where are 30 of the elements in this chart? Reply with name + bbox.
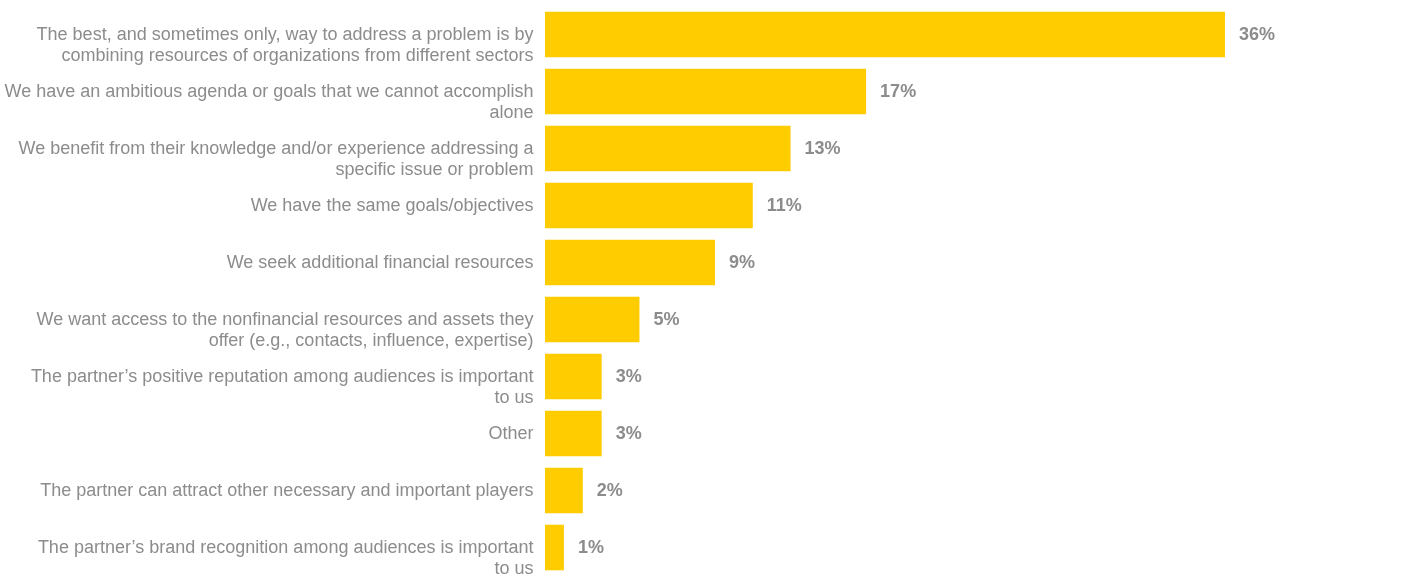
bar — [545, 11, 1225, 58]
bar — [545, 182, 753, 229]
data-label: 1% — [577, 536, 604, 557]
y-tick-label: We have an ambitious agenda or goals that we cannot accomplish alone — [4, 80, 534, 122]
bar — [545, 68, 867, 115]
y-tick-label: Other — [488, 422, 534, 443]
y-tick-label: We have the same goals/objectives — [250, 194, 534, 215]
bar — [545, 524, 564, 571]
y-tick-label: The best, and sometimes only, way to address a problem is by combining resources of organizations from different sectors — [36, 23, 534, 65]
y-tick-label: The partner’s brand recognition among audiences is important to us — [37, 536, 534, 578]
data-label: 13% — [804, 137, 841, 158]
y-tick-label: We seek additional financial resources — [226, 251, 534, 272]
data-label: 3% — [615, 422, 642, 443]
data-label: 3% — [615, 365, 642, 386]
bar — [545, 125, 791, 172]
data-label: 11% — [766, 194, 802, 215]
data-label: 17% — [880, 80, 917, 101]
data-label: 36% — [1239, 23, 1276, 44]
y-tick-label: We want access to the nonfinancial resources and assets they offer (e.g., contacts, influence, expertise) — [36, 308, 534, 350]
data-label: 2% — [596, 479, 623, 500]
y-tick-label: The partner’s positive reputation among audiences is important to us — [30, 365, 534, 407]
bar — [545, 239, 715, 286]
bar — [545, 353, 602, 400]
data-label: 9% — [729, 251, 756, 272]
bar — [545, 410, 602, 457]
bar — [545, 467, 583, 514]
y-tick-label: The partner can attract other necessary and important players — [40, 479, 534, 500]
data-label: 5% — [653, 308, 680, 329]
y-tick-label: We benefit from their knowledge and/or experience addressing a specific issue or problem — [18, 137, 535, 179]
bar — [545, 296, 640, 343]
